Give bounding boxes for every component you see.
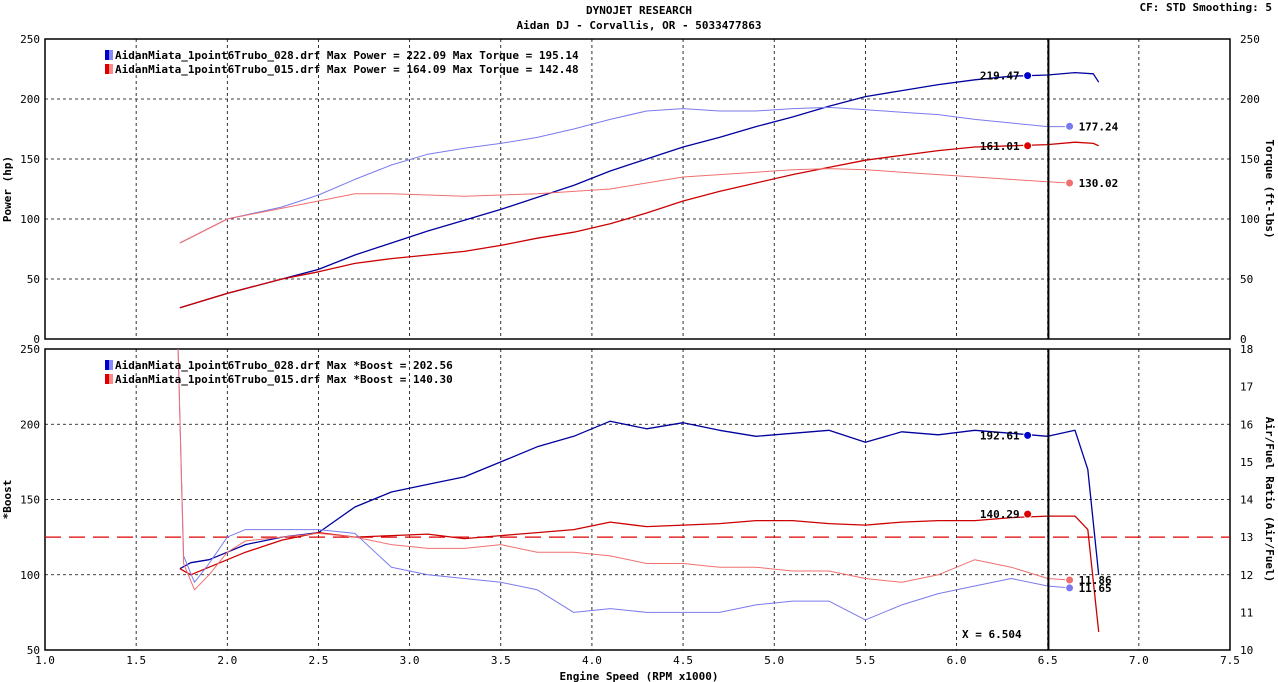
series-line-boost (179, 515, 1100, 632)
marker-value-label: 219.47 (980, 70, 1020, 83)
y2-tick-label: 17 (1240, 381, 1253, 394)
marker-dot (1065, 583, 1075, 593)
y-tick-label: 250 (20, 33, 40, 46)
legend-entry: AidanMiata_1point6Trubo_015.drf Max *Boo… (115, 373, 453, 386)
x-tick-label: 2.0 (217, 654, 237, 667)
x-tick-label: 1.0 (35, 654, 55, 667)
x-tick-label: 5.0 (764, 654, 784, 667)
marker-dot (1023, 71, 1033, 81)
y-tick-label: 250 (20, 343, 40, 356)
x-tick-label: 2.5 (309, 654, 329, 667)
legend-swatch (109, 64, 113, 74)
legend-entry: AidanMiata_1point6Trubo_028.drf Max Powe… (115, 49, 579, 62)
marker-dot (1065, 575, 1075, 585)
legend-swatch (105, 64, 109, 74)
y-tick-label: 200 (20, 418, 40, 431)
y2-tick-label: 0 (1240, 333, 1247, 346)
series-line-afr (177, 348, 1070, 621)
x-tick-label: 3.0 (400, 654, 420, 667)
legend-swatch (109, 50, 113, 60)
y-tick-label: 200 (20, 93, 40, 106)
y2-tick-label: 13 (1240, 531, 1253, 544)
x-tick-label: 3.5 (491, 654, 511, 667)
x-axis-label: Engine Speed (RPM x1000) (560, 670, 719, 682)
marker-value-label: 11.86 (1079, 574, 1112, 587)
y-axis-label: Power (hp) (1, 156, 14, 222)
marker-dot (1023, 430, 1033, 440)
x-tick-label: 7.5 (1220, 654, 1240, 667)
legend-entry: AidanMiata_1point6Trubo_028.drf Max *Boo… (115, 359, 453, 372)
legend-swatch (105, 50, 109, 60)
y2-tick-label: 50 (1240, 273, 1253, 286)
y2-axis-label: Air/Fuel Ratio (Air/Fuel) (1263, 417, 1276, 583)
x-tick-label: 7.0 (1129, 654, 1149, 667)
marker-value-label: 161.01 (980, 140, 1020, 153)
y2-tick-label: 150 (1240, 153, 1260, 166)
y2-tick-label: 16 (1240, 418, 1253, 431)
x-tick-label: 4.5 (673, 654, 693, 667)
y-tick-label: 150 (20, 153, 40, 166)
y2-tick-label: 18 (1240, 343, 1253, 356)
marker-value-label: 11.65 (1079, 582, 1112, 595)
x-tick-label: 5.5 (855, 654, 875, 667)
series-line-torque (179, 106, 1070, 244)
legend-swatch (109, 374, 113, 384)
y2-axis-label: Torque (ft-lbs) (1263, 139, 1276, 238)
y2-tick-label: 15 (1240, 456, 1253, 469)
y2-tick-label: 12 (1240, 569, 1253, 582)
y2-tick-label: 10 (1240, 644, 1253, 657)
marker-dot (1065, 178, 1075, 188)
series-line-power (179, 141, 1099, 309)
y-tick-label: 150 (20, 494, 40, 507)
cf-smoothing-label: CF: STD Smoothing: 5 (1140, 1, 1272, 14)
marker-value-label: 177.24 (1079, 120, 1119, 133)
series-line-torque (179, 168, 1070, 244)
chart-title: DYNOJET RESEARCH (586, 4, 692, 17)
x-tick-label: 1.5 (126, 654, 146, 667)
marker-dot (1023, 141, 1033, 151)
marker-value-label: 130.02 (1079, 177, 1119, 190)
y2-tick-label: 14 (1240, 494, 1254, 507)
y-axis-label: *Boost (1, 480, 14, 520)
y-tick-label: 100 (20, 213, 40, 226)
cursor-readout: X = 6.504 (962, 628, 1022, 641)
y2-tick-label: 11 (1240, 606, 1253, 619)
legend-swatch (105, 360, 109, 370)
marker-value-label: 192.61 (980, 429, 1020, 442)
y2-tick-label: 250 (1240, 33, 1260, 46)
series-line-boost (179, 420, 1100, 575)
x-tick-label: 6.5 (1038, 654, 1058, 667)
marker-value-label: 140.29 (980, 508, 1020, 521)
marker-dot (1023, 509, 1033, 519)
chart-subtitle: Aidan DJ - Corvallis, OR - 5033477863 (516, 19, 761, 32)
y-tick-label: 50 (27, 273, 40, 286)
legend-entry: AidanMiata_1point6Trubo_015.drf Max Powe… (115, 63, 579, 76)
y-tick-label: 100 (20, 569, 40, 582)
series-line-afr (177, 348, 1070, 591)
plot-frame (44, 38, 1231, 340)
y-tick-label: 50 (27, 644, 40, 657)
plot-frame (44, 348, 1231, 651)
legend-swatch (109, 360, 113, 370)
legend-swatch (105, 374, 109, 384)
series-line-power (179, 71, 1100, 309)
marker-dot (1065, 121, 1075, 131)
y2-tick-label: 200 (1240, 93, 1260, 106)
x-tick-label: 6.0 (947, 654, 967, 667)
x-tick-label: 4.0 (582, 654, 602, 667)
y-tick-label: 0 (33, 333, 40, 346)
y2-tick-label: 100 (1240, 213, 1260, 226)
